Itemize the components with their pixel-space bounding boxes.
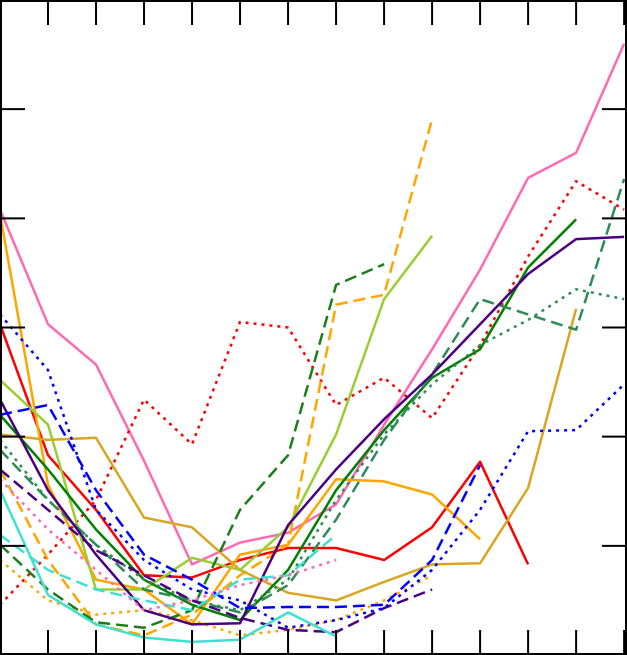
series-line: [0, 313, 625, 629]
series-line: [0, 179, 625, 606]
series-line: [0, 178, 626, 614]
series-line: [0, 43, 626, 566]
series-line: [0, 489, 337, 644]
series-line: [0, 323, 530, 579]
series-line: [0, 218, 577, 622]
series-line: [0, 235, 625, 626]
series-line: [0, 288, 625, 612]
series-line: [0, 308, 578, 602]
series-line: [0, 235, 434, 591]
series-line: [0, 468, 433, 634]
series-line: [0, 213, 481, 626]
series-line: [0, 533, 337, 612]
